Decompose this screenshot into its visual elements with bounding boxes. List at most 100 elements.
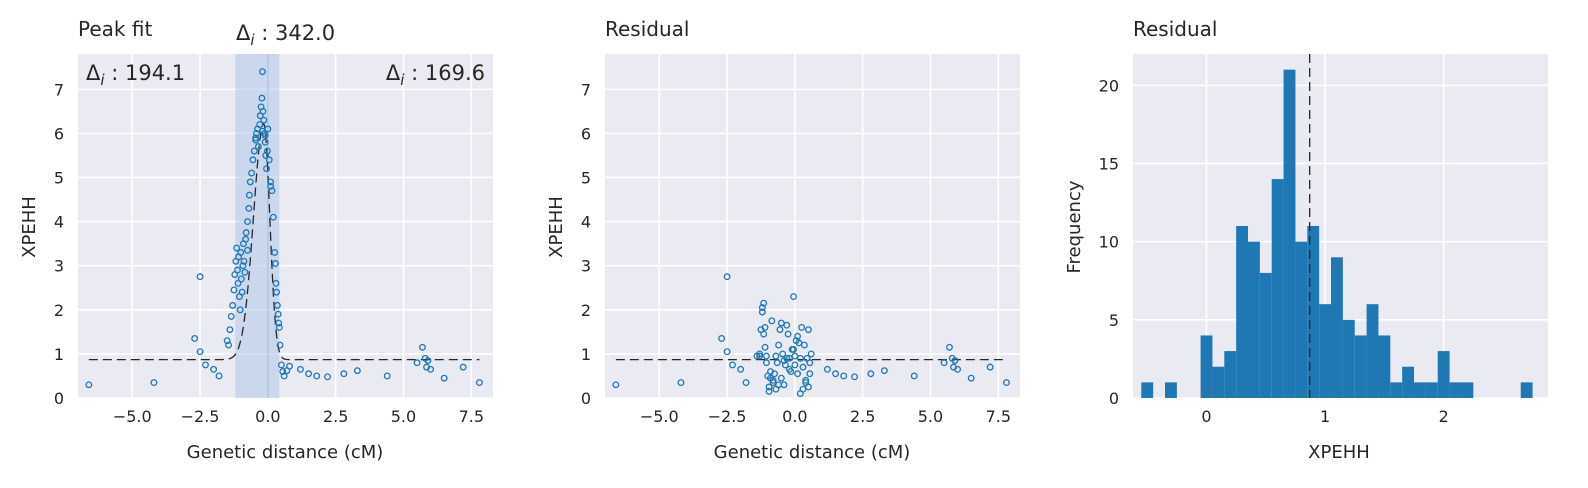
peak-fit-point	[191, 335, 199, 342]
residual-scatter-point	[612, 381, 620, 389]
residual-scatter-x-tick-label: −5.0	[640, 407, 679, 426]
peak-fit-y-tick-label: 7	[54, 80, 64, 99]
residual-scatter-x-tick-label: 2.5	[850, 407, 875, 426]
residual-scatter-y-tick-label: 4	[581, 213, 591, 232]
residual-scatter-point	[677, 379, 685, 387]
peak-fit-point	[248, 169, 256, 177]
histogram-bar	[1366, 304, 1379, 398]
histogram-bar	[1319, 304, 1332, 398]
peak-fit-point	[258, 68, 266, 76]
peak-fit-point	[258, 94, 266, 102]
residual-scatter-panel: −5.0 −2.5 0.0 2.5 5.0 7.5 0 1 2 3 4 5 6 7 Residual G…	[546, 17, 1020, 463]
peak-fit-ylabel: XPEHH	[19, 196, 40, 258]
peak-fit-point	[263, 165, 270, 173]
peak-fit-point	[237, 275, 245, 283]
residual-scatter-point	[794, 332, 802, 340]
peak-fit-x-tick-label: 7.5	[459, 407, 484, 426]
residual-scatter-point	[775, 341, 783, 349]
peak-fit-point	[245, 204, 253, 212]
peak-fit-point	[424, 357, 432, 364]
peak-fit-point	[353, 367, 361, 375]
peak-fit-point	[233, 244, 241, 252]
peak-fit-point	[475, 379, 483, 387]
peak-fit-point	[210, 365, 218, 373]
residual-histogram-x-tick-label: 0	[1201, 407, 1211, 426]
peak-fit-point	[238, 288, 246, 296]
histogram-bar	[1200, 335, 1213, 398]
peak-fit-point	[340, 370, 348, 378]
residual-scatter-point	[773, 359, 781, 367]
peak-fit-point	[225, 341, 232, 349]
residual-scatter-point	[867, 370, 875, 378]
residual-scatter-points	[612, 273, 1010, 398]
residual-scatter-point	[762, 359, 770, 367]
peak-fit-point	[223, 337, 231, 345]
histogram-bar	[1520, 382, 1533, 398]
peak-fit-point	[324, 373, 331, 381]
residual-scatter-point	[761, 343, 769, 351]
residual-scatter-point	[756, 350, 764, 358]
residual-scatter-point	[737, 365, 745, 373]
residual-scatter-y-tick-label: 7	[581, 80, 591, 99]
residual-histogram-y-tick-label: 15	[1099, 154, 1119, 173]
peak-fit-point	[234, 266, 241, 274]
histogram-bar	[1390, 382, 1403, 398]
peak-fit-x-tick-label: 2.5	[323, 407, 348, 426]
residual-scatter-point	[760, 330, 768, 338]
residual-scatter-point	[729, 361, 736, 369]
peak-fit-point	[239, 262, 247, 270]
peak-fit-point	[85, 381, 93, 389]
residual-scatter-point	[951, 357, 959, 364]
peak-fit-point	[383, 372, 391, 380]
residual-scatter-point	[772, 385, 780, 393]
peak-fit-point	[252, 134, 260, 142]
peak-fit-xlabel: Genetic distance (cM)	[187, 442, 384, 463]
residual-scatter-point	[910, 372, 918, 380]
peak-fit-panel: −5.0 −2.5 0.0 2.5 5.0 7.5 0 1 2 3 4 5 6 7 Peak fit G…	[19, 17, 493, 463]
residual-scatter-ylabel: XPEHH	[546, 196, 567, 258]
residual-histogram-y-tick-label: 10	[1099, 233, 1119, 252]
peak-fit-x-ticks: −5.0 −2.5 0.0 2.5 5.0 7.5	[113, 407, 484, 426]
histogram-bar	[1449, 382, 1462, 398]
peak-fit-point	[273, 288, 280, 296]
residual-scatter-point	[946, 343, 953, 351]
peak-fit-point	[279, 368, 287, 375]
histogram-bar	[1414, 382, 1426, 398]
residual-scatter-x-tick-label: −2.5	[708, 407, 747, 426]
residual-histogram-x-ticks: 0 1 2	[1201, 407, 1448, 426]
peak-fit-point	[245, 191, 253, 199]
residual-histogram-y-tick-label: 0	[1109, 389, 1119, 408]
residual-scatter-point	[779, 350, 787, 358]
residual-scatter-title: Residual	[605, 17, 689, 41]
peak-fit-y-tick-label: 5	[54, 168, 64, 187]
residual-scatter-point	[967, 374, 975, 382]
histogram-bar	[1425, 382, 1438, 398]
peak-fit-y-tick-label: 1	[54, 345, 64, 364]
histogram-bar	[1165, 382, 1177, 398]
residual-histogram-xlabel: XPEHH	[1308, 442, 1370, 463]
residual-scatter-point	[777, 374, 785, 382]
histogram-bar	[1271, 179, 1284, 398]
residual-scatter-point	[784, 330, 792, 338]
peak-fit-point	[277, 361, 285, 369]
peak-fit-point	[272, 260, 279, 267]
residual-scatter-point	[794, 370, 802, 378]
peak-fit-point	[196, 348, 204, 356]
histogram-bar	[1331, 257, 1343, 398]
residual-scatter-point	[954, 365, 962, 373]
residual-scatter-point	[798, 323, 806, 331]
peak-fit-point	[253, 129, 260, 137]
delta-annotation-left: Δi : 194.1	[86, 61, 185, 89]
peak-fit-points	[85, 68, 483, 389]
peak-fit-point	[234, 279, 242, 287]
peak-fit-point	[261, 138, 269, 146]
residual-scatter-y-ticks: 0 1 2 3 4 5 6 7	[581, 80, 591, 408]
peak-fit-point	[440, 374, 448, 382]
peak-fit-point	[459, 363, 467, 371]
residual-scatter-y-tick-label: 2	[581, 301, 591, 320]
peak-fit-plot-area	[78, 54, 493, 398]
residual-scatter-point	[758, 308, 766, 316]
peak-fit-y-tick-label: 3	[54, 257, 64, 276]
residual-scatter-y-tick-label: 3	[581, 257, 591, 276]
residual-scatter-point	[790, 346, 797, 353]
